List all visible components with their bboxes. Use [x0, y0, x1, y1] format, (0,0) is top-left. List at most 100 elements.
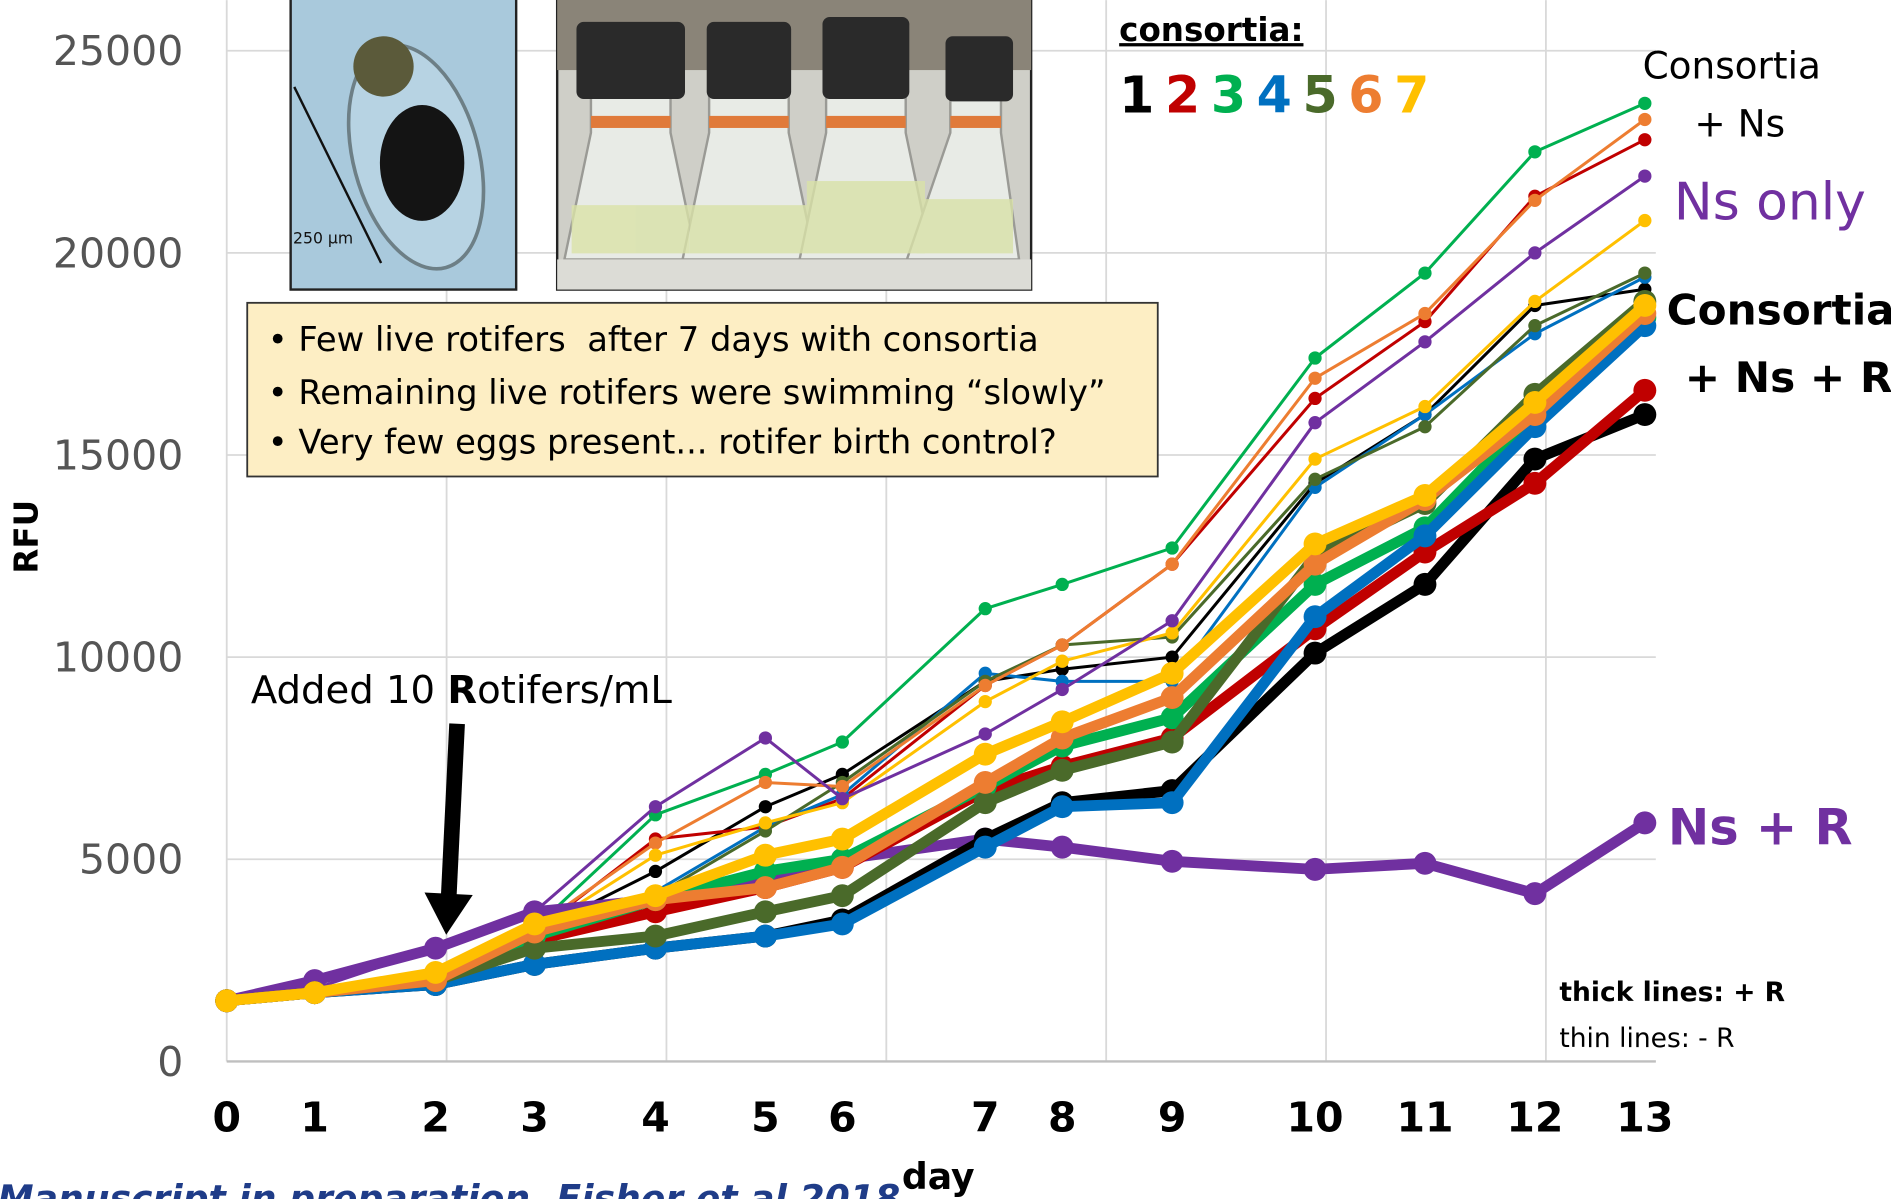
point — [1523, 882, 1547, 906]
point — [753, 900, 777, 924]
point — [1303, 857, 1327, 881]
series-label: Consortia — [1667, 286, 1891, 335]
point — [1633, 811, 1657, 835]
point — [1638, 96, 1652, 110]
point — [1160, 686, 1184, 710]
line — [226, 309, 1649, 1007]
x-tick-label: 13 — [1616, 1093, 1673, 1141]
point — [1633, 378, 1657, 402]
point — [1308, 416, 1322, 430]
point — [523, 912, 546, 936]
point — [1523, 391, 1547, 414]
point — [978, 602, 992, 616]
x-tick-label: 7 — [971, 1093, 1000, 1141]
line — [226, 321, 1649, 1007]
x-tick-label: 6 — [828, 1093, 857, 1141]
point — [424, 936, 448, 960]
x-tick-label: 8 — [1048, 1093, 1077, 1141]
x-tick-label: 3 — [520, 1093, 549, 1141]
point — [758, 775, 773, 790]
arrow-label-part: otifers/mL — [477, 668, 672, 713]
point — [1165, 650, 1179, 664]
x-axis-title: day — [902, 1155, 975, 1198]
point — [758, 816, 773, 830]
point — [1638, 133, 1652, 147]
point — [648, 836, 663, 850]
point — [1418, 306, 1432, 321]
y-axis-title: RFU — [7, 500, 45, 574]
bullet: • Very few eggs present... rotifer birth… — [268, 423, 1057, 462]
point — [973, 742, 997, 766]
y-tick-label: 0 — [157, 1038, 183, 1086]
point — [835, 735, 849, 749]
point — [1638, 213, 1652, 228]
y-tick-label: 10000 — [53, 634, 183, 682]
point — [1303, 572, 1327, 596]
point — [1413, 572, 1437, 596]
arrow-label-part: R — [447, 668, 477, 713]
x-tick-label: 11 — [1396, 1093, 1453, 1141]
legend-item: 5 — [1302, 65, 1337, 124]
point — [1055, 682, 1069, 697]
point — [1160, 730, 1184, 754]
point — [1633, 293, 1657, 317]
point — [978, 678, 992, 693]
legend-item: 6 — [1348, 65, 1383, 124]
point — [1308, 351, 1322, 365]
point — [753, 859, 777, 883]
point — [648, 800, 663, 814]
note: thin lines: - R — [1559, 1023, 1734, 1054]
point — [978, 727, 992, 741]
point — [1050, 726, 1074, 750]
point — [1165, 557, 1179, 571]
legend-item: 2 — [1165, 65, 1200, 124]
point — [1165, 626, 1179, 640]
point — [758, 800, 773, 814]
point — [1638, 112, 1652, 127]
point — [1055, 638, 1069, 652]
point — [1050, 835, 1074, 859]
point — [973, 835, 997, 859]
point — [1528, 294, 1542, 309]
point — [648, 848, 663, 862]
point — [973, 771, 997, 794]
point — [973, 791, 997, 815]
y-tick-label: 25000 — [53, 27, 183, 75]
x-tick-label: 5 — [751, 1093, 780, 1141]
point — [1418, 420, 1432, 434]
point — [830, 912, 854, 936]
point — [1308, 452, 1322, 466]
footer: Manuscript in preparation, Fisher et al … — [0, 1177, 900, 1199]
point — [1160, 661, 1184, 685]
point — [753, 876, 777, 900]
point — [1303, 532, 1327, 556]
point — [1528, 145, 1542, 159]
series-label: Ns + R — [1668, 798, 1853, 856]
x-tick-label: 12 — [1506, 1093, 1563, 1141]
plot — [215, 96, 1657, 1013]
point — [1303, 641, 1327, 665]
arrow — [424, 723, 473, 935]
line — [226, 301, 1649, 1007]
point — [215, 989, 239, 1013]
point — [1160, 791, 1184, 815]
point — [424, 961, 448, 984]
point — [830, 884, 854, 908]
point — [1303, 552, 1327, 576]
series-label: + Ns + R — [1685, 353, 1891, 402]
x-tick-label: 1 — [300, 1093, 329, 1141]
point — [1050, 795, 1074, 819]
point — [1050, 758, 1074, 782]
x-tick-label: 10 — [1287, 1093, 1344, 1141]
point — [830, 827, 854, 851]
y-tick-label: 20000 — [53, 229, 183, 277]
point — [835, 779, 849, 794]
point — [644, 924, 667, 948]
point — [1418, 399, 1432, 414]
point — [1418, 335, 1432, 349]
point — [1528, 246, 1542, 260]
bullet: • Few live rotifers after 7 days with co… — [268, 320, 1039, 359]
point — [523, 936, 546, 960]
